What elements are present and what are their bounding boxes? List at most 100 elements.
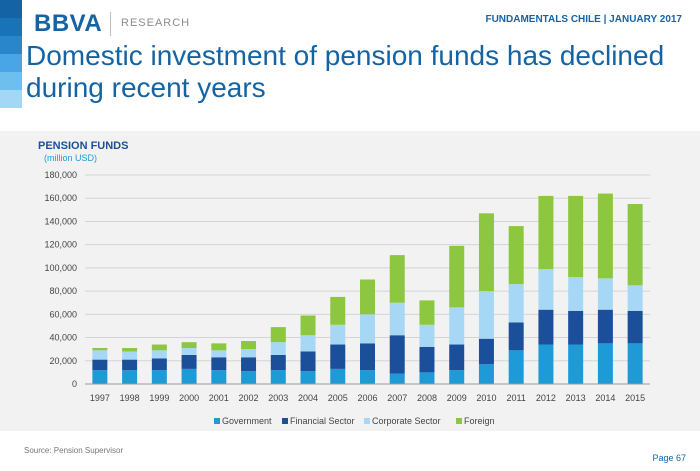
y-tick-label: 180,000 xyxy=(44,170,77,180)
report-title: FUNDAMENTALS CHILE | JANUARY 2017 xyxy=(485,14,682,25)
bar-segment xyxy=(538,344,554,384)
bar-segment xyxy=(330,368,346,384)
bar-segment xyxy=(538,269,554,310)
bar-segment xyxy=(270,370,286,384)
bar-segment xyxy=(449,344,465,371)
brand-stripe xyxy=(0,90,22,108)
x-tick-label: 2006 xyxy=(357,393,377,403)
source-note: Source: Pension Supervisor xyxy=(24,446,124,455)
bar-segment xyxy=(360,343,375,371)
bar-segment xyxy=(597,193,613,279)
chart-panel xyxy=(0,131,700,431)
bar-segment xyxy=(449,245,465,308)
bar-segment xyxy=(568,310,584,345)
bar-segment xyxy=(478,364,494,384)
page-number: Page 67 xyxy=(652,453,686,463)
legend-swatch xyxy=(282,418,288,424)
x-tick-label: 2012 xyxy=(536,393,556,403)
bar-segment xyxy=(478,213,494,292)
bar-segment xyxy=(478,291,494,339)
brand-stripes xyxy=(0,0,22,108)
bar-segment xyxy=(538,195,554,270)
x-tick-label: 2009 xyxy=(447,393,467,403)
bar-segment xyxy=(92,359,108,371)
bars xyxy=(92,193,643,384)
legend-swatch xyxy=(214,418,220,424)
brand-stripe xyxy=(0,54,22,72)
x-tick-label: 2001 xyxy=(209,393,229,403)
brand-logo: BBVA xyxy=(34,10,103,37)
legend-label: Government xyxy=(222,416,272,426)
bar-segment xyxy=(627,285,643,311)
bar-segment xyxy=(627,343,643,384)
bar-segment xyxy=(270,342,286,355)
x-tick-label: 2000 xyxy=(179,393,199,403)
bar-segment xyxy=(122,370,138,384)
bar-segment xyxy=(330,296,346,325)
x-tick-label: 2013 xyxy=(566,393,586,403)
x-tick-label: 2005 xyxy=(328,393,348,403)
legend-label: Corporate Sector xyxy=(372,416,441,426)
bar-segment xyxy=(300,335,316,352)
legend-label: Foreign xyxy=(464,416,495,426)
brand-stripe xyxy=(0,18,22,36)
bar-segment xyxy=(300,351,316,372)
bar-segment xyxy=(419,346,435,373)
page-headline: Domestic investment of pension funds has… xyxy=(26,40,665,103)
bar-segment xyxy=(241,341,257,350)
bar-segment xyxy=(538,309,554,345)
bar-segment xyxy=(389,302,405,336)
x-tick-label: 2004 xyxy=(298,393,318,403)
x-tick-label: 2014 xyxy=(595,393,615,403)
stacked-bar-chart: PENSION FUNDS (million USD) 0 20,000 40,00… xyxy=(38,140,650,426)
x-tick-label: 2007 xyxy=(387,393,407,403)
x-tick-label: 2008 xyxy=(417,393,437,403)
legend: Government Financial Sector Corporate Sect… xyxy=(214,416,495,426)
bar-segment xyxy=(597,343,613,384)
legend-swatch xyxy=(456,418,462,424)
brand-divider xyxy=(110,12,111,36)
bar-segment xyxy=(241,357,257,372)
bar-segment xyxy=(568,195,584,278)
bar-segment xyxy=(568,344,584,384)
bar-segment xyxy=(151,344,167,351)
legend-label: Financial Sector xyxy=(290,416,355,426)
bar-segment xyxy=(211,357,227,371)
legend-swatch xyxy=(364,418,370,424)
bar-segment xyxy=(241,349,257,358)
x-tick-label: 1998 xyxy=(120,393,140,403)
bar-segment xyxy=(389,255,405,303)
bar-segment xyxy=(181,342,197,349)
bar-segment xyxy=(122,359,138,371)
bar-segment xyxy=(151,358,167,371)
bar-segment xyxy=(241,371,257,384)
y-tick-label: 140,000 xyxy=(44,216,77,226)
x-tick-label: 2002 xyxy=(239,393,259,403)
bar-segment xyxy=(360,370,375,384)
x-tick-label: 2011 xyxy=(507,393,526,403)
chart-subtitle: (million USD) xyxy=(44,153,97,163)
bar-segment xyxy=(300,315,316,336)
bar-segment xyxy=(508,350,524,384)
y-tick-label: 160,000 xyxy=(44,193,77,203)
chart-title: PENSION FUNDS xyxy=(38,140,128,152)
bar-segment xyxy=(627,310,643,344)
bar-segment xyxy=(211,370,227,384)
x-tick-label: 2015 xyxy=(625,393,645,403)
bar-segment xyxy=(181,368,197,384)
bar-segment xyxy=(389,335,405,374)
bar-segment xyxy=(270,327,286,343)
y-tick-label: 100,000 xyxy=(44,263,77,273)
bar-segment xyxy=(92,350,108,360)
bar-segment xyxy=(568,277,584,311)
bar-segment xyxy=(449,307,465,345)
y-tick-label: 40,000 xyxy=(49,333,77,343)
bar-segment xyxy=(449,370,465,384)
bar-segment xyxy=(508,322,524,351)
bar-segment xyxy=(181,348,197,355)
bar-segment xyxy=(330,324,346,345)
bar-segment xyxy=(597,309,613,344)
bar-segment xyxy=(122,351,138,360)
bar-segment xyxy=(151,350,167,359)
x-tick-label: 2003 xyxy=(268,393,288,403)
